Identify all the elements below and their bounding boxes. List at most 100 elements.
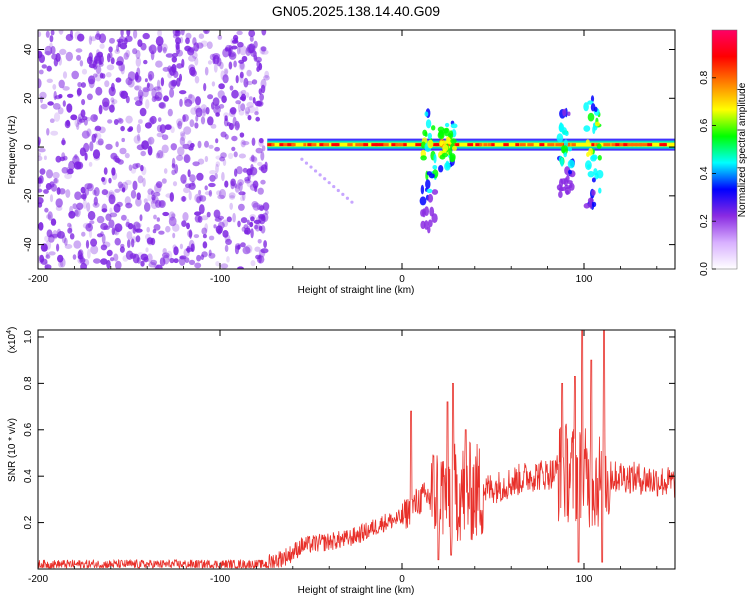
noise-speckle: [76, 54, 82, 61]
noise-speckle: [223, 112, 229, 118]
signal-peak-cell: [399, 143, 405, 147]
noise-speckle: [114, 188, 121, 193]
noise-speckle: [223, 118, 229, 127]
noise-speckle: [208, 182, 216, 188]
noise-speckle: [38, 137, 41, 147]
noise-speckle: [165, 53, 174, 58]
noise-speckle: [248, 43, 256, 54]
spectrogram-trail-dot: [304, 161, 309, 165]
noise-speckle: [188, 190, 192, 201]
noise-speckle: [167, 71, 173, 79]
noise-speckle: [127, 239, 131, 249]
noise-speckle: [187, 169, 191, 178]
noise-speckle: [186, 222, 190, 230]
noise-speckle: [72, 254, 77, 260]
noise-speckle: [109, 52, 113, 59]
noise-speckle: [222, 74, 229, 84]
signal-peak-cell: [619, 143, 626, 147]
noise-speckle: [101, 189, 109, 196]
noise-speckle: [58, 79, 65, 89]
noise-speckle: [212, 53, 221, 59]
noise-speckle: [38, 197, 44, 205]
noise-speckle: [138, 91, 145, 97]
noise-speckle: [250, 260, 256, 267]
signal-feature-cell: [438, 129, 444, 139]
signal-feature-cell: [559, 186, 567, 191]
noise-speckle: [73, 161, 82, 170]
noise-speckle: [218, 83, 225, 90]
noise-speckle: [250, 216, 255, 222]
noise-speckle: [162, 46, 167, 54]
noise-speckle: [143, 256, 149, 263]
noise-speckle: [107, 119, 113, 124]
signal-feature-cell: [597, 155, 602, 161]
noise-speckle: [249, 156, 258, 162]
noise-speckle: [108, 177, 112, 184]
noise-speckle: [159, 124, 166, 134]
noise-speckle: [49, 35, 54, 43]
noise-speckle: [217, 34, 223, 40]
noise-speckle: [76, 122, 80, 130]
noise-speckle: [204, 140, 209, 148]
noise-speckle: [98, 33, 107, 44]
signal-peak-cell: [591, 143, 595, 147]
spectrogram-x-tick-label: 0: [399, 274, 405, 285]
noise-speckle: [155, 60, 163, 68]
noise-speckle: [162, 252, 170, 259]
noise-speckle: [204, 30, 208, 34]
noise-speckle: [92, 189, 97, 196]
noise-speckle: [224, 134, 229, 140]
noise-speckle: [65, 51, 74, 62]
signal-peak-cell: [403, 143, 407, 147]
noise-speckle: [208, 235, 215, 241]
noise-speckle: [136, 192, 141, 200]
noise-speckle: [109, 191, 113, 196]
noise-speckle: [254, 185, 258, 193]
noise-speckle: [146, 83, 154, 92]
noise-speckle: [172, 232, 176, 239]
noise-speckle: [172, 181, 178, 187]
noise-speckle: [162, 248, 167, 255]
noise-speckle: [96, 215, 105, 224]
noise-speckle: [158, 200, 166, 208]
noise-speckle: [184, 96, 189, 104]
noise-speckle: [149, 115, 157, 125]
noise-speckle: [263, 240, 267, 249]
noise-speckle: [57, 254, 64, 263]
noise-speckle: [82, 199, 88, 209]
noise-speckle: [154, 183, 162, 193]
noise-speckle: [121, 214, 127, 221]
noise-speckle: [209, 174, 216, 182]
noise-speckle: [82, 222, 91, 229]
snr-y-tick-label: 0.8: [23, 376, 34, 390]
noise-speckle: [96, 140, 104, 146]
noise-speckle: [137, 133, 141, 142]
noise-speckle: [240, 217, 248, 224]
noise-speckle: [120, 125, 125, 132]
noise-speckle: [181, 220, 187, 228]
noise-speckle: [49, 118, 55, 123]
signal-peak-cell: [663, 143, 667, 147]
noise-speckle: [171, 79, 177, 87]
noise-speckle: [38, 69, 44, 75]
noise-speckle: [195, 114, 199, 122]
noise-speckle: [108, 86, 116, 97]
noise-speckle: [195, 96, 201, 106]
noise-speckle: [87, 248, 91, 259]
noise-speckle: [194, 57, 199, 66]
noise-speckle: [177, 120, 183, 130]
noise-speckle: [147, 253, 153, 263]
noise-speckle: [176, 63, 183, 69]
signal-peak-cell: [383, 143, 389, 147]
noise-speckle: [92, 73, 98, 78]
noise-speckle: [102, 101, 110, 111]
noise-speckle: [182, 114, 189, 122]
noise-speckle: [105, 143, 113, 150]
snr-y-tick-label: 0.4: [23, 469, 34, 483]
noise-speckle: [109, 37, 115, 44]
noise-speckle: [132, 224, 136, 234]
spectrogram-y-ticks: -40 -20 0 20 40: [23, 44, 675, 252]
signal-feature-cell: [432, 165, 438, 170]
signal-peak-cell: [539, 143, 545, 147]
